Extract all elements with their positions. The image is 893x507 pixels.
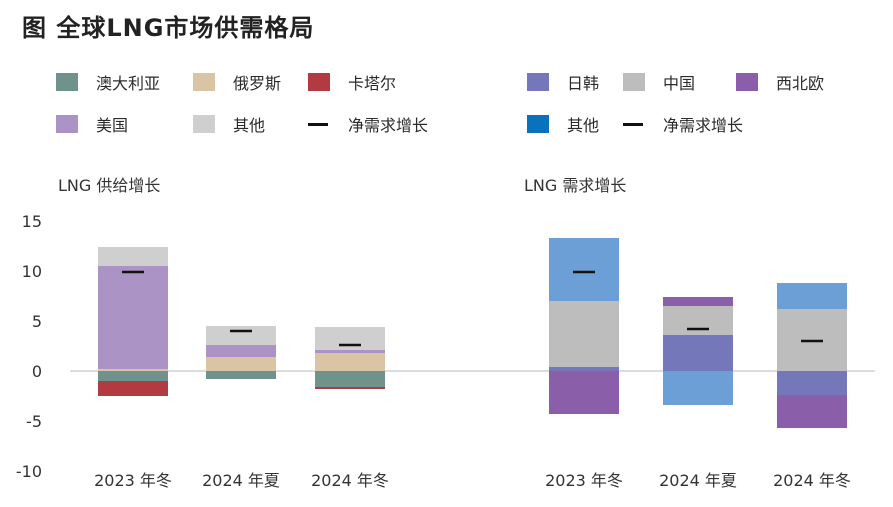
demand-bar-西北欧: [549, 371, 619, 414]
demand-bar-其他: [549, 238, 619, 301]
supply-bar-澳大利亚: [206, 371, 276, 379]
legend-label: 澳大利亚: [96, 74, 161, 93]
demand-legend-item-2: 西北欧: [736, 72, 825, 93]
demand-chart-title: LNG 需求增长: [524, 176, 627, 195]
legend-swatch: [736, 73, 758, 91]
supply-bar-其他: [315, 327, 385, 350]
supply-x-tick-label: 2024 年夏: [202, 471, 280, 490]
legend-label: 中国: [663, 74, 696, 93]
legend-label: 其他: [233, 116, 266, 135]
legend-swatch: [193, 73, 215, 91]
demand-bar-西北欧: [777, 395, 847, 428]
supply-bar-其他: [98, 247, 168, 266]
supply-bar-澳大利亚: [315, 371, 385, 387]
y-tick-label: 0: [32, 362, 42, 381]
legend-label: 其他: [567, 116, 600, 135]
supply-bar-卡塔尔: [98, 381, 168, 396]
demand-x-tick-label: 2024 年冬: [773, 471, 851, 490]
y-tick-label: -5: [26, 412, 42, 431]
legend-swatch: [527, 73, 549, 91]
y-tick-label: -10: [16, 462, 42, 481]
supply-bar-美国: [206, 345, 276, 357]
legend-line-swatch: [623, 122, 643, 126]
legend-label: 俄罗斯: [233, 74, 282, 93]
demand-legend-item-0: 日韩: [527, 72, 600, 93]
demand-bar-中国: [549, 301, 619, 367]
demand-bar-日韩: [777, 371, 847, 395]
legend-swatch: [308, 73, 330, 91]
supply-bar-美国: [315, 350, 385, 353]
legend-label: 美国: [96, 116, 129, 135]
y-tick-label: 10: [22, 262, 42, 281]
supply-bar-美国: [98, 266, 168, 369]
legend-label: 净需求增长: [663, 116, 744, 135]
legend-label: 西北欧: [776, 74, 825, 93]
legend-label: 净需求增长: [348, 116, 429, 135]
demand-bar-日韩: [663, 335, 733, 371]
legend-swatch: [623, 73, 645, 91]
supply-bar-其他: [206, 326, 276, 345]
supply-legend-item-0: 澳大利亚: [56, 72, 161, 93]
demand-legend-item-1: 中国: [623, 72, 696, 93]
supply-bar-澳大利亚: [98, 371, 168, 381]
demand-legend-item-4: 净需求增长: [623, 114, 744, 135]
demand-x-tick-label: 2023 年冬: [545, 471, 623, 490]
supply-legend-item-4: 其他: [193, 114, 266, 135]
demand-bar-其他: [663, 371, 733, 405]
demand-x-tick-label: 2024 年夏: [659, 471, 737, 490]
demand-legend-item-3: 其他: [527, 114, 600, 135]
supply-legend-item-2: 卡塔尔: [308, 72, 397, 93]
supply-x-tick-label: 2023 年冬: [94, 471, 172, 490]
legend-line-swatch: [308, 122, 328, 126]
supply-legend-item-1: 俄罗斯: [193, 72, 282, 93]
supply-legend-item-5: 净需求增长: [308, 114, 429, 135]
legend-swatch: [193, 115, 215, 133]
legend-label: 日韩: [567, 74, 600, 93]
y-tick-label: 5: [32, 312, 42, 331]
legend-swatch: [527, 115, 549, 133]
legend-label: 卡塔尔: [348, 74, 397, 93]
supply-bar-卡塔尔: [315, 387, 385, 389]
supply-bar-俄罗斯: [206, 357, 276, 371]
demand-bar-西北欧: [663, 297, 733, 306]
supply-chart-title: LNG 供给增长: [58, 176, 161, 195]
supply-x-tick-label: 2024 年冬: [311, 471, 389, 490]
demand-bar-其他: [777, 283, 847, 309]
demand-bar-日韩: [549, 367, 619, 371]
legend-swatch: [56, 73, 78, 91]
demand-bar-中国: [663, 306, 733, 335]
legend-swatch: [56, 115, 78, 133]
y-tick-label: 15: [22, 212, 42, 231]
supply-bar-俄罗斯: [315, 353, 385, 371]
supply-bar-俄罗斯: [98, 369, 168, 371]
chart-title: 图 全球LNG市场供需格局: [22, 14, 315, 42]
supply-legend-item-3: 美国: [56, 114, 129, 135]
